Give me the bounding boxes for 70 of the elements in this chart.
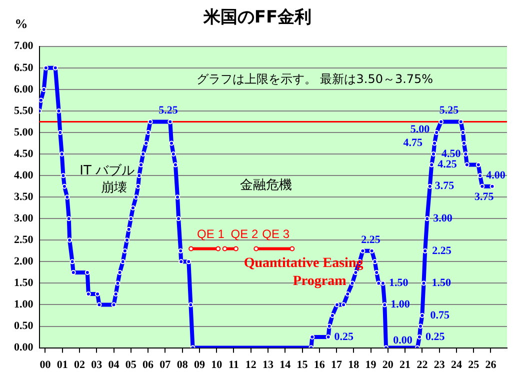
series-label: QE 1	[197, 227, 225, 242]
x-tick-label: 15	[296, 359, 308, 372]
y-tick-label: 4.00	[14, 169, 34, 182]
data-label: 2.25	[361, 234, 381, 246]
x-tick-label: 05	[125, 359, 137, 372]
y-tick-label: 2.00	[14, 256, 34, 268]
data-label: 5.00	[410, 123, 430, 136]
y-tick-label: 6.50	[14, 62, 34, 74]
data-label: 3.00	[433, 212, 453, 224]
y-tick-label: 6.00	[14, 83, 34, 96]
y-tick-label: 0.50	[14, 320, 34, 332]
x-tick-label: 08	[176, 359, 188, 372]
data-label: 0.00	[393, 334, 413, 347]
annotation: 崩壊	[101, 180, 128, 196]
data-label: 1.50	[388, 277, 409, 290]
x-tick-label: 01	[56, 359, 68, 372]
x-tick-label: 04	[108, 359, 120, 372]
x-tick-label: 21	[400, 359, 411, 372]
y-axis-title: %	[14, 16, 28, 31]
x-tick-label: 09	[194, 359, 206, 372]
y-tick-label: 4.50	[14, 148, 34, 160]
data-label: 4.00	[486, 169, 506, 182]
x-tick-label: 11	[228, 359, 239, 372]
x-tick-label: 03	[91, 359, 103, 372]
x-tick-label: 24	[450, 359, 462, 372]
data-label: 0.75	[430, 309, 450, 322]
x-tick-label: 17	[331, 359, 343, 372]
series-label: QE 2	[230, 227, 258, 242]
data-label: 5.25	[439, 104, 460, 117]
x-tick-label: 12	[245, 359, 257, 372]
data-label: 3.75	[434, 180, 455, 192]
data-label: 4.50	[441, 148, 462, 160]
annotation: IT バブル	[80, 164, 135, 179]
x-tick-label: 06	[142, 359, 154, 372]
y-tick-label: 7.00	[14, 40, 34, 52]
data-label: 3.75	[474, 191, 494, 204]
data-label: 0.25	[334, 330, 354, 343]
x-tick-label: 00	[40, 359, 52, 372]
y-tick-label: 0.00	[14, 342, 34, 354]
chart-title: 米国のFF金利	[202, 8, 312, 28]
x-tick-label: 02	[74, 359, 86, 372]
y-tick-label: 1.50	[14, 277, 34, 290]
annotation: グラフは上限を示す。 最新は3.50～3.75%	[196, 72, 434, 86]
x-tick-label: 19	[365, 359, 377, 372]
x-tick-label: 26	[485, 359, 497, 372]
data-label: 5.25	[158, 104, 178, 117]
annotation: 金融危機	[240, 178, 292, 194]
y-tick-label: 1.00	[14, 298, 34, 311]
y-tick-label: 2.50	[14, 234, 34, 246]
data-label: 2.25	[432, 244, 452, 257]
x-tick-label: 23	[434, 359, 446, 372]
x-tick-label: 13	[262, 359, 274, 372]
x-tick-label: 16	[314, 359, 326, 372]
data-label: 1.00	[390, 298, 410, 311]
data-label: 0.25	[425, 330, 446, 343]
x-tick-label: 18	[348, 359, 360, 372]
y-tick-label: 3.00	[14, 212, 34, 224]
y-tick-label: 5.50	[14, 104, 34, 117]
y-tick-label: 5.00	[14, 126, 34, 138]
data-label: 4.75	[403, 137, 424, 150]
series-label: QE 3	[262, 227, 290, 242]
x-tick-label: 25	[468, 359, 480, 372]
x-tick-label: 22	[416, 359, 428, 372]
x-tick-label: 10	[211, 359, 223, 372]
x-tick-label: 07	[160, 359, 172, 372]
x-tick-label: 20	[382, 359, 394, 372]
data-label: 1.50	[432, 277, 452, 290]
data-label: 4.25	[438, 158, 458, 171]
x-tick-label: 14	[280, 359, 292, 372]
y-tick-label: 3.50	[14, 190, 34, 203]
